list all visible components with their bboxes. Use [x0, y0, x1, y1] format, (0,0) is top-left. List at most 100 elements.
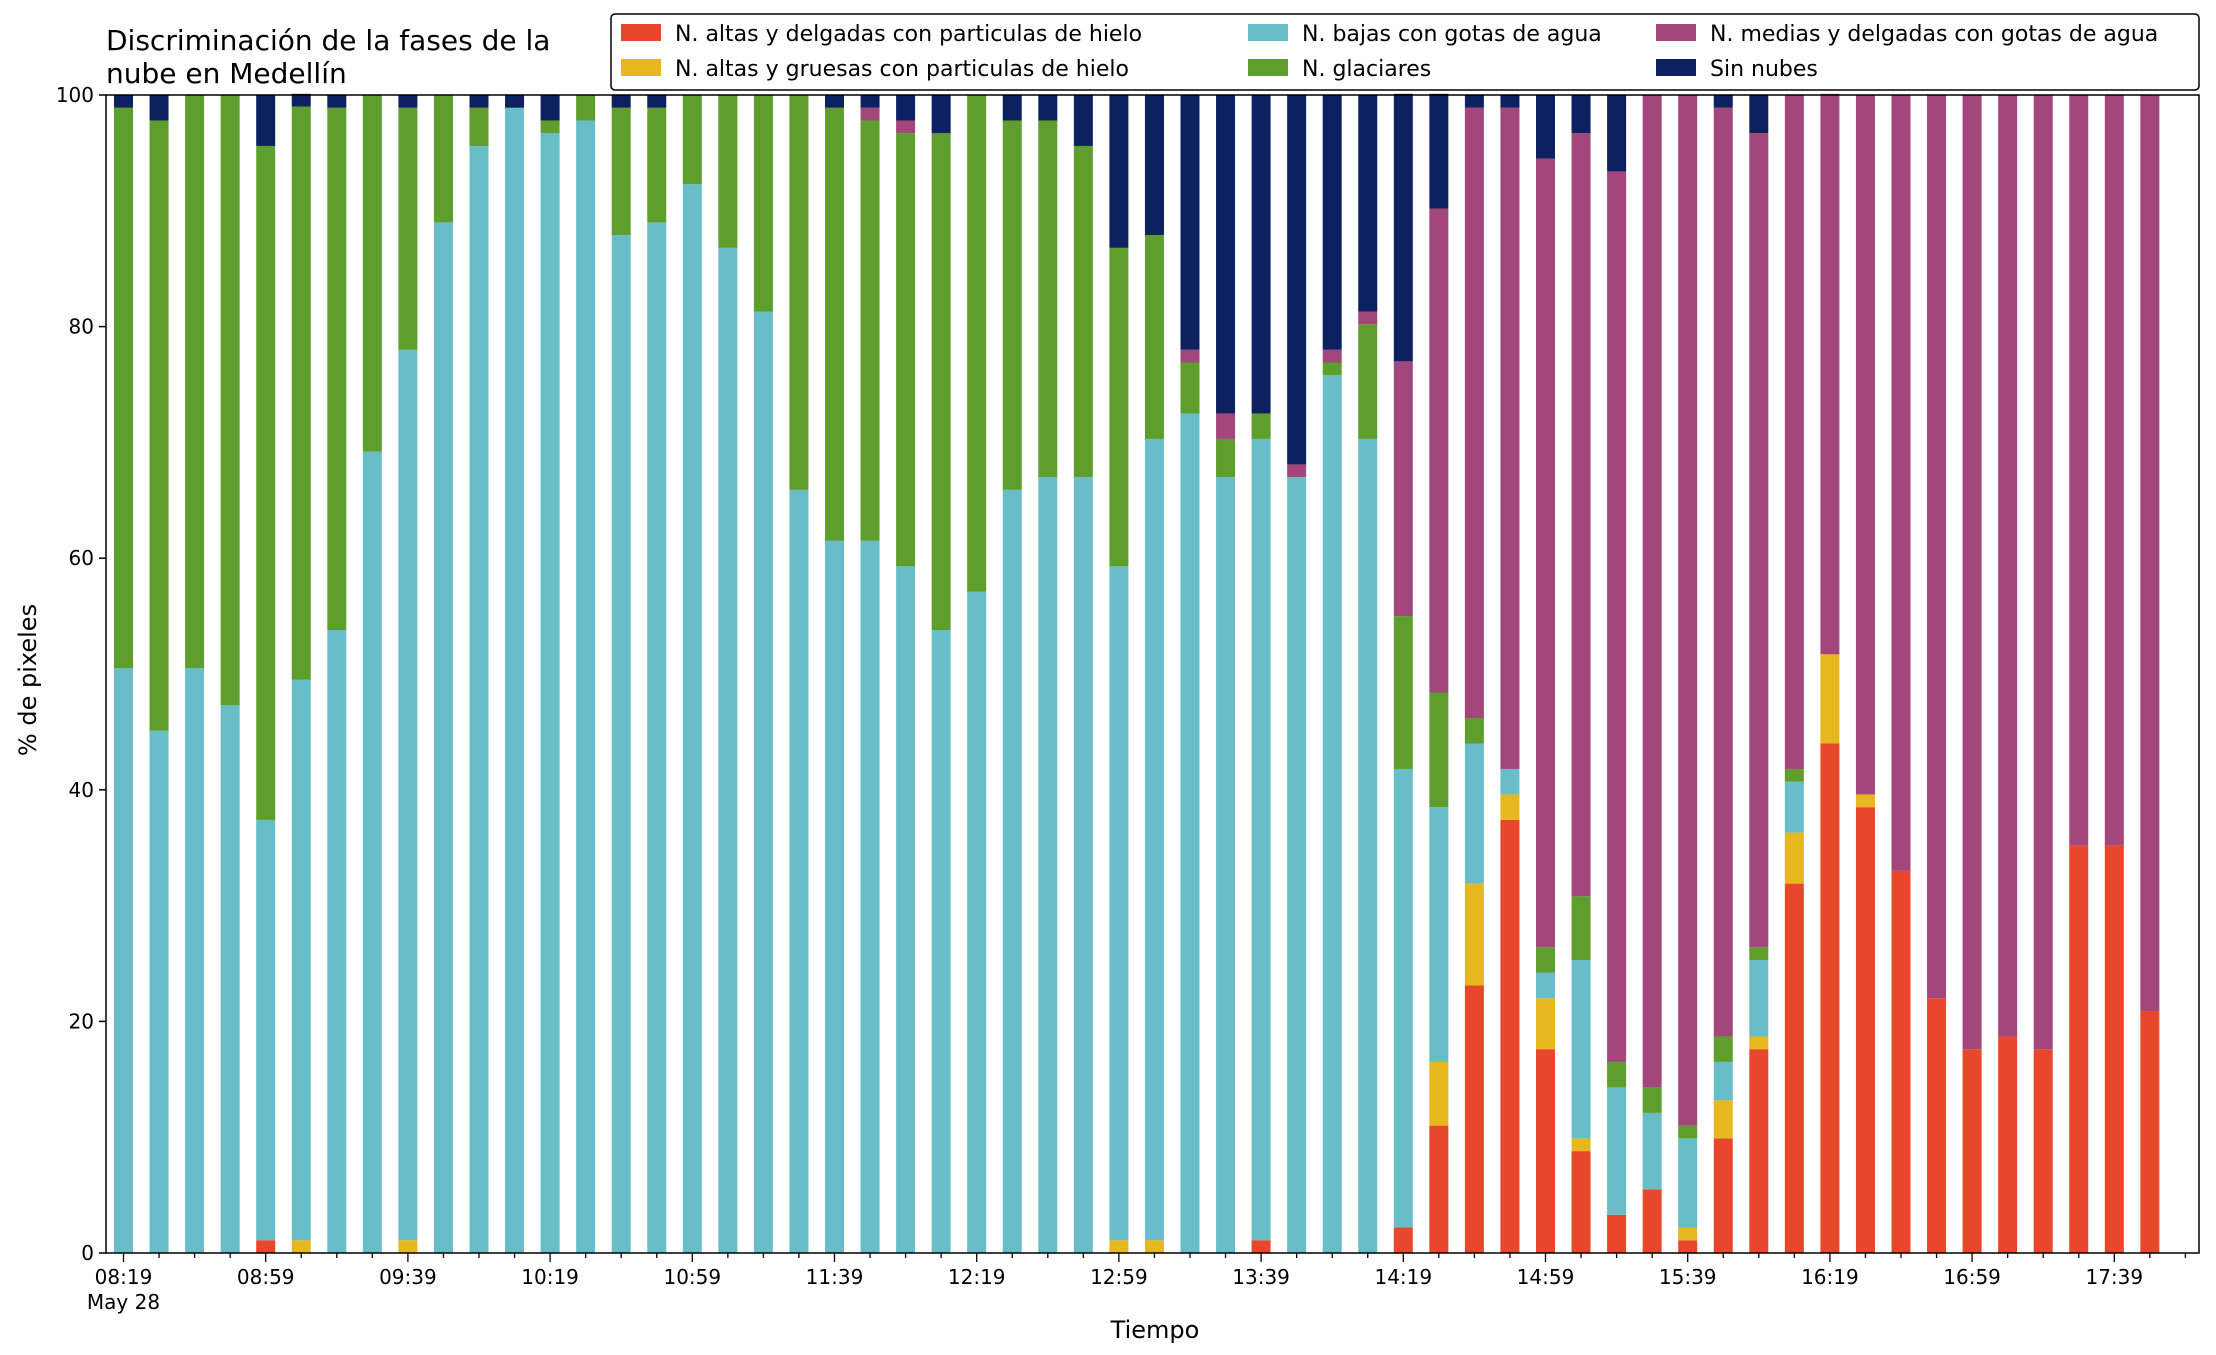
bar-segment-15:39-s3 — [1678, 1125, 1698, 1139]
bar-segment-15:29-s2 — [1642, 1112, 1662, 1190]
bar-segment-13:59-s4 — [1322, 349, 1342, 363]
bar-segment-14:19-s0 — [1393, 1227, 1413, 1253]
legend-label: Sin nubes — [1710, 57, 1818, 82]
bar-segment-09:59-s3 — [469, 107, 489, 146]
x-tick-label: 13:39 — [1232, 1265, 1290, 1289]
bar-segment-10:39-s3 — [611, 107, 631, 236]
plot-frame — [105, 94, 2200, 1254]
bar-segment-14:49-s2 — [1500, 768, 1520, 795]
bar-segment-14:09-s3 — [1358, 324, 1378, 439]
bar-segment-14:09-s2 — [1358, 438, 1378, 1253]
bar-segment-15:59-s1 — [1749, 1036, 1769, 1050]
bars-group — [114, 93, 2160, 1254]
x-tick-label: 08:59 — [237, 1265, 295, 1289]
bar-segment-11:19-s2 — [753, 311, 773, 1253]
bar-segment-17:49-s4 — [2140, 95, 2160, 1011]
x-tick-label: 12:19 — [948, 1265, 1006, 1289]
bar-segment-14:59-s3 — [1536, 947, 1555, 973]
chart-title-line2: nube en Medellín — [106, 57, 347, 90]
bar-segment-16:29-s1 — [1855, 794, 1875, 808]
bar-segment-13:29-s4 — [1216, 413, 1236, 439]
x-tick-label: 16:19 — [1801, 1265, 1859, 1289]
bar-segment-17:09-s4 — [1998, 95, 2018, 1037]
bar-segment-10:09-s5 — [505, 95, 525, 108]
bar-segment-14:49-s5 — [1500, 95, 1520, 108]
bar-segment-11:49-s2 — [860, 540, 880, 1253]
bar-segment-16:09-s1 — [1784, 832, 1804, 884]
bar-segment-15:49-s0 — [1713, 1138, 1733, 1253]
x-axis: 08:19 08:59 09:39 10:19 10:59 11:39 12:19 12:59… — [87, 1253, 2187, 1314]
bar-segment-14:39-s1 — [1464, 883, 1484, 986]
bar-segment-08:49-s2 — [220, 705, 240, 1253]
bar-segment-12:39-s5 — [1038, 95, 1058, 121]
bar-segment-09:19-s3 — [327, 107, 347, 631]
bar-segment-11:39-s5 — [825, 95, 844, 108]
bar-segment-14:29-s3 — [1429, 692, 1449, 808]
bar-segment-17:19-s0 — [2033, 1049, 2053, 1253]
bar-segment-13:49-s5 — [1287, 95, 1307, 465]
bar-segment-10:09-s2 — [505, 107, 525, 1254]
bar-segment-08:59-s5 — [256, 95, 276, 146]
y-tick-label: 60 — [69, 546, 94, 570]
x-tick-label: 16:59 — [1943, 1265, 2001, 1289]
bar-segment-14:29-s1 — [1429, 1061, 1449, 1126]
bar-segment-08:49-s3 — [220, 95, 240, 706]
legend-swatch — [621, 24, 661, 41]
bar-segment-13:09-s2 — [1144, 438, 1164, 1241]
bar-segment-12:59-s2 — [1109, 566, 1129, 1241]
bar-segment-09:49-s3 — [433, 95, 453, 223]
bar-segment-14:39-s2 — [1464, 743, 1484, 884]
bar-segment-10:29-s3 — [576, 95, 596, 121]
bar-segment-13:49-s4 — [1287, 464, 1307, 478]
chart-title-line1: Discriminación de la fases de la — [106, 24, 550, 57]
bar-segment-16:09-s3 — [1784, 768, 1804, 782]
bar-segment-11:39-s2 — [825, 540, 844, 1253]
bar-segment-15:49-s4 — [1713, 107, 1733, 1037]
bar-segment-12:09-s2 — [931, 630, 951, 1253]
y-tick-label: 40 — [69, 778, 94, 802]
bar-segment-15:09-s1 — [1571, 1138, 1591, 1152]
bar-segment-12:19-s2 — [967, 591, 987, 1253]
bar-segment-15:59-s4 — [1749, 133, 1769, 948]
bar-segment-14:59-s0 — [1536, 1049, 1555, 1253]
bar-segment-15:19-s2 — [1607, 1087, 1627, 1215]
bar-segment-16:09-s2 — [1784, 781, 1804, 833]
bar-segment-15:09-s5 — [1571, 95, 1591, 134]
bar-segment-17:39-s0 — [2104, 845, 2124, 1253]
bar-segment-12:29-s5 — [1002, 95, 1022, 121]
bar-segment-15:19-s5 — [1607, 95, 1627, 172]
x-tick-label: 11:39 — [806, 1265, 864, 1289]
bar-segment-10:39-s2 — [611, 235, 631, 1253]
bar-segment-16:19-s1 — [1820, 654, 1840, 744]
bar-segment-11:59-s2 — [896, 566, 916, 1253]
bar-segment-08:59-s2 — [256, 819, 276, 1241]
bar-segment-14:09-s4 — [1358, 311, 1378, 325]
bar-segment-15:39-s4 — [1678, 95, 1698, 1126]
bar-segment-13:19-s3 — [1180, 362, 1200, 414]
legend-label: N. altas y delgadas con particulas de hi… — [675, 22, 1142, 47]
bar-segment-11:09-s3 — [718, 95, 738, 248]
bar-segment-09:09-s5 — [291, 93, 311, 107]
bar-segment-10:29-s2 — [576, 120, 596, 1254]
bar-segment-11:59-s3 — [896, 133, 916, 567]
legend-label: N. medias y delgadas con gotas de agua — [1710, 22, 2158, 47]
bar-segment-14:19-s4 — [1393, 361, 1413, 617]
y-axis: 0 20 40 60 80 100 — [56, 83, 106, 1265]
bar-segment-08:39-s3 — [185, 95, 205, 669]
bar-segment-11:39-s3 — [825, 107, 844, 541]
bar-segment-17:29-s4 — [2069, 95, 2089, 846]
legend-label: N. glaciares — [1302, 57, 1431, 82]
bar-segment-14:29-s5 — [1429, 93, 1449, 209]
bar-segment-09:29-s2 — [362, 451, 382, 1253]
bar-segment-15:09-s0 — [1571, 1151, 1591, 1253]
bar-segment-12:29-s3 — [1002, 120, 1022, 490]
x-tick-label: 12:59 — [1090, 1265, 1148, 1289]
bar-segment-15:59-s2 — [1749, 960, 1769, 1037]
bar-segment-08:19-s2 — [114, 668, 133, 1253]
legend-swatch — [1656, 59, 1696, 76]
bar-segment-09:19-s2 — [327, 630, 347, 1253]
bar-segment-14:29-s4 — [1429, 208, 1449, 693]
bar-segment-15:39-s1 — [1678, 1227, 1698, 1241]
bar-segment-09:19-s5 — [327, 95, 347, 108]
bar-segment-09:49-s2 — [433, 222, 453, 1253]
